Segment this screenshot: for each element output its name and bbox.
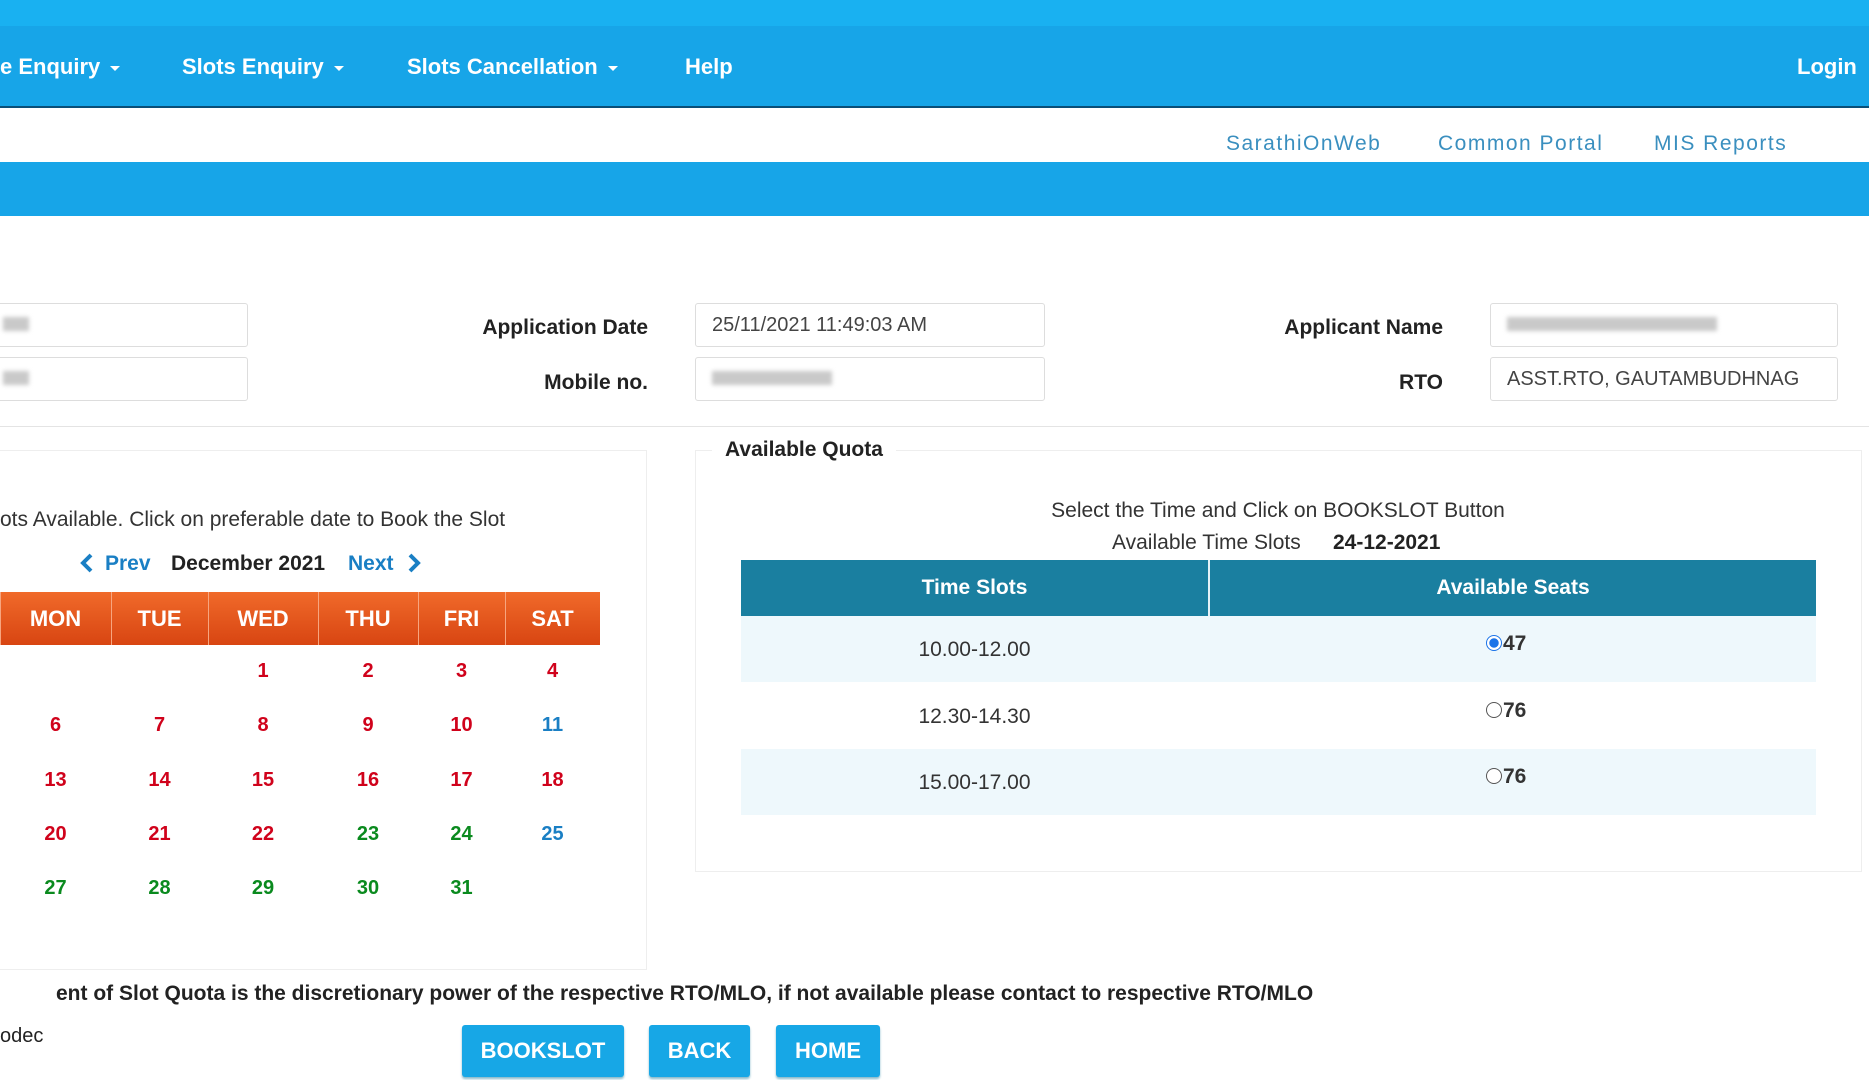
date[interactable]: 30 [356, 877, 380, 900]
slots-label: Available Time Slots [1112, 531, 1301, 554]
input[interactable]: ASST.RTO, GAUTAMBUDHNAG [1490, 357, 1838, 401]
time-slot: 10.00-12.00 [918, 638, 1031, 661]
top-link[interactable]: MIS Reports [1654, 132, 1788, 155]
radio[interactable] [1486, 701, 1502, 718]
field-label: Application Date [482, 316, 648, 339]
date[interactable]: 22 [251, 822, 275, 845]
quota-instruction: Select the Time and Click on BOOKSLOT Bu… [1051, 499, 1505, 522]
date[interactable]: 28 [148, 877, 171, 900]
table-row [741, 749, 1816, 815]
seats: 76 [1503, 765, 1527, 788]
date[interactable]: 1 [257, 660, 269, 682]
next-icon [408, 553, 421, 573]
date[interactable]: 29 [251, 877, 275, 900]
date[interactable]: 27 [44, 877, 67, 900]
input[interactable] [0, 303, 248, 347]
weekday: TUE [137, 606, 182, 631]
weekday-cell [318, 592, 418, 645]
separator [0, 426, 1869, 427]
blue-band [0, 162, 1869, 216]
weekday: SAT [531, 606, 574, 631]
header-divider [1208, 560, 1210, 616]
weekday: MON [29, 606, 82, 631]
column-header: Time Slots [921, 576, 1028, 599]
weekday-cell [0, 592, 111, 645]
date[interactable]: 8 [257, 714, 269, 737]
nav-item[interactable]: Slots Cancellation [407, 54, 618, 80]
date[interactable]: 6 [49, 714, 62, 737]
radio[interactable] [1486, 768, 1502, 784]
weekday-cell [111, 592, 208, 645]
calendar-instruction: ots Available. Click on preferable date … [0, 508, 506, 531]
button[interactable]: BACK [649, 1025, 750, 1077]
date[interactable]: 16 [356, 768, 380, 791]
date[interactable]: 24 [450, 822, 473, 845]
table-row [741, 682, 1816, 749]
column-header: Available Seats [1436, 576, 1590, 599]
nav-item[interactable]: e Enquiry [0, 54, 121, 80]
input[interactable] [1490, 303, 1838, 347]
weekday-cell [505, 592, 600, 645]
quota-panel [695, 450, 1862, 872]
date[interactable]: 10 [450, 714, 473, 737]
weekday-cell [208, 592, 318, 645]
nav-item[interactable]: Slots Enquiry [182, 54, 344, 80]
nav-item[interactable]: Help [685, 54, 733, 79]
note: ent of Slot Quota is the discretionary p… [56, 982, 1314, 1005]
weekday-cell [418, 592, 505, 645]
nav-bar [0, 26, 1869, 108]
nav-label: e Enquiry [0, 54, 101, 79]
next[interactable]: Next [348, 552, 394, 575]
slots-date: 24-12-2021 [1333, 531, 1441, 554]
date[interactable]: 15 [251, 768, 275, 791]
seats: 76 [1503, 698, 1527, 722]
footer-text: odec [0, 1025, 44, 1047]
nav-label: Slots Enquiry [182, 54, 324, 79]
top-link[interactable]: Common Portal [1438, 132, 1604, 155]
prev[interactable]: Prev [105, 552, 151, 575]
nav-label: Slots Cancellation [407, 54, 598, 79]
top-link[interactable]: SarathiOnWeb [1226, 132, 1382, 155]
table-header [741, 560, 1816, 616]
weekday: THU [345, 606, 391, 631]
date[interactable]: 20 [44, 822, 67, 845]
date[interactable]: 18 [541, 768, 564, 791]
date[interactable]: 13 [44, 768, 67, 791]
top-strip [0, 0, 1869, 26]
date[interactable]: 31 [450, 877, 473, 900]
input[interactable] [0, 357, 248, 401]
date[interactable]: 23 [356, 822, 380, 845]
date[interactable]: 25 [541, 822, 564, 845]
input[interactable]: 25/11/2021 11:49:03 AM [695, 303, 1045, 347]
date[interactable]: 3 [455, 660, 468, 682]
radio[interactable] [1486, 635, 1502, 651]
date[interactable]: 21 [148, 822, 171, 845]
input[interactable] [695, 357, 1045, 401]
date[interactable]: 14 [148, 768, 171, 791]
date[interactable]: 11 [541, 714, 564, 737]
weekday: WED [237, 606, 289, 631]
field-label: Applicant Name [1284, 316, 1443, 339]
time-slot: 15.00-17.00 [918, 771, 1031, 794]
date[interactable]: 17 [450, 768, 473, 791]
date[interactable]: 4 [546, 660, 559, 682]
button[interactable]: HOME [776, 1025, 880, 1077]
field-label: RTO [1399, 371, 1443, 394]
date[interactable]: 2 [362, 660, 374, 682]
calendar-panel [0, 450, 647, 970]
button[interactable]: BOOKSLOT [462, 1025, 624, 1077]
time-slot: 12.30-14.30 [918, 704, 1031, 728]
seats: 47 [1503, 632, 1527, 655]
field-label: Mobile no. [544, 371, 648, 394]
date[interactable]: 7 [153, 714, 166, 737]
quota-title: Available Quota [712, 438, 896, 462]
date[interactable]: 9 [362, 714, 374, 737]
prev-icon [80, 553, 93, 573]
login[interactable]: Login [1797, 54, 1857, 79]
table-row [741, 616, 1816, 682]
month: December 2021 [171, 552, 326, 575]
weekday: FRI [443, 606, 480, 631]
